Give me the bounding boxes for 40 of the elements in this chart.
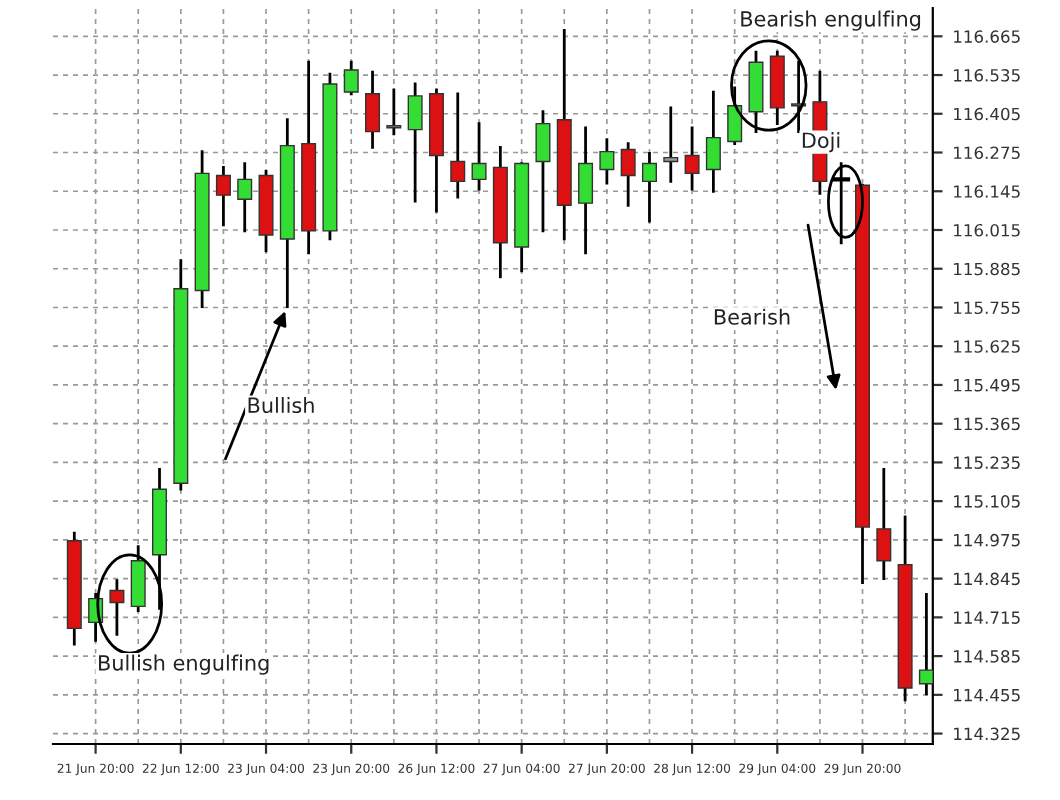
y-tick-label: 115.625 bbox=[954, 340, 1020, 353]
y-tick-label: 114.455 bbox=[954, 689, 1020, 702]
y-tick-label: 116.015 bbox=[954, 223, 1020, 237]
y-tick-label: 115.365 bbox=[954, 417, 1020, 431]
candlestick bbox=[450, 92, 466, 199]
candlestick bbox=[876, 467, 892, 581]
candlestick bbox=[109, 579, 125, 636]
y-tick-label: 115.105 bbox=[954, 495, 1020, 508]
candlestick bbox=[535, 110, 551, 233]
annotation: Bullish bbox=[248, 396, 314, 414]
y-tick-label: 114.715 bbox=[954, 611, 1020, 624]
y-tick-label: 114.975 bbox=[954, 533, 1020, 547]
y-tick-label: 116.665 bbox=[954, 30, 1020, 43]
candlestick bbox=[641, 152, 657, 223]
y-tick-label: 115.495 bbox=[954, 378, 1020, 392]
y-tick-label: 114.585 bbox=[954, 650, 1020, 663]
candlestick bbox=[237, 162, 253, 233]
y-tick-label: 116.535 bbox=[954, 69, 1020, 82]
candlestick bbox=[578, 126, 594, 255]
y-tick-label: 115.235 bbox=[954, 456, 1020, 469]
candlestick bbox=[215, 166, 231, 227]
annotation: Bearish engulfing bbox=[741, 10, 921, 31]
y-tick-label: 114.325 bbox=[954, 727, 1020, 741]
candlestick bbox=[620, 142, 636, 207]
candlestick bbox=[365, 70, 381, 149]
candlestick bbox=[684, 126, 700, 191]
y-tick-label: 116.145 bbox=[954, 185, 1020, 198]
y-tick-label: 116.405 bbox=[954, 107, 1020, 121]
annotation: Doji bbox=[802, 132, 840, 153]
y-tick-label: 115.755 bbox=[954, 301, 1020, 315]
annotation: Bearish bbox=[714, 308, 790, 325]
candlestick bbox=[343, 60, 359, 96]
candlestick bbox=[599, 138, 615, 185]
candlestick bbox=[471, 122, 487, 191]
y-tick-label: 116.275 bbox=[954, 146, 1020, 160]
y-tick-label: 114.845 bbox=[954, 572, 1020, 586]
y-tick-label: 115.885 bbox=[954, 262, 1020, 276]
candlestick bbox=[407, 82, 423, 203]
candlestick bbox=[705, 90, 721, 193]
annotation: Bullish engulfing bbox=[99, 654, 269, 675]
